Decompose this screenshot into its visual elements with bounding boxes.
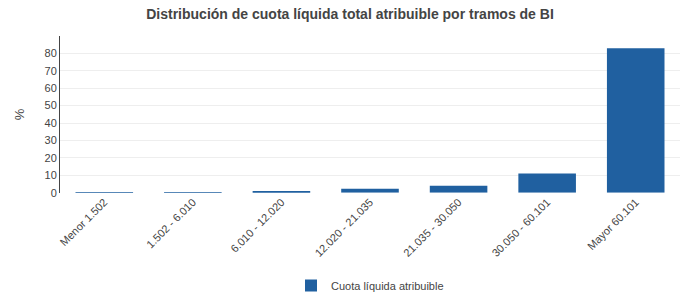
svg-text:12.020 - 21.035: 12.020 - 21.035 <box>312 196 375 259</box>
svg-text:6.010 - 12.020: 6.010 - 12.020 <box>228 196 287 255</box>
svg-text:70: 70 <box>45 65 57 77</box>
svg-text:20: 20 <box>45 152 57 164</box>
svg-text:21.035 - 30.050: 21.035 - 30.050 <box>401 196 464 259</box>
svg-text:30: 30 <box>45 134 57 146</box>
svg-text:30.050 - 60.101: 30.050 - 60.101 <box>489 196 552 259</box>
svg-text:10: 10 <box>45 169 57 181</box>
svg-text:%: % <box>12 108 27 120</box>
svg-text:40: 40 <box>45 117 57 129</box>
svg-text:Menor 1.502: Menor 1.502 <box>57 196 109 248</box>
svg-text:50: 50 <box>45 99 57 111</box>
svg-text:Distribución de cuota líquida: Distribución de cuota líquida total atri… <box>146 6 554 22</box>
svg-text:Mayor 60.101: Mayor 60.101 <box>585 196 641 252</box>
svg-text:Cuota líquida atribuible: Cuota líquida atribuible <box>331 280 444 292</box>
svg-text:80: 80 <box>45 47 57 59</box>
svg-text:0: 0 <box>51 187 57 199</box>
svg-text:1.502 - 6.010: 1.502 - 6.010 <box>144 196 198 250</box>
svg-text:60: 60 <box>45 82 57 94</box>
